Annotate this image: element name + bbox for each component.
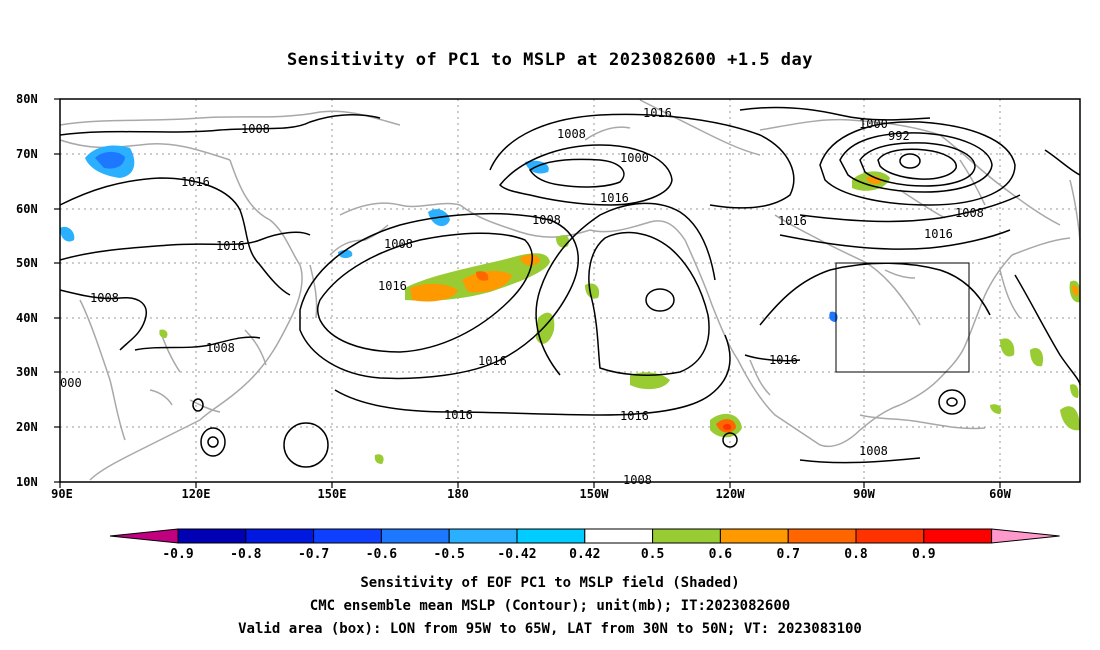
contour-label: 1008: [557, 127, 586, 141]
caption-line-3: Valid area (box): LON from 95W to 65W, L…: [238, 621, 862, 637]
colorbar-segment: [923, 528, 993, 544]
colorbar-segment: [855, 528, 925, 544]
lat-label: 60N: [16, 202, 38, 216]
colorbar-segment: [584, 528, 654, 544]
lon-label: 90E: [51, 487, 73, 501]
longitude-labels: 90E 120E 150E 180 150W 120W 90W 60W: [51, 487, 1011, 501]
colorbar: -0.9 -0.8 -0.7 -0.6 -0.5 -0.42 0.42 0.5 0.6 0.7 0.…: [109, 528, 1060, 562]
mslp-contours: [59, 106, 1081, 468]
contour-label: 1008: [241, 122, 270, 136]
colorbar-label: 0.42: [569, 547, 600, 562]
contour-label: 1016: [478, 354, 507, 368]
colorbar-label: -0.9: [162, 547, 193, 562]
colorbar-segment: [313, 528, 382, 544]
lat-label: 10N: [16, 475, 38, 489]
colorbar-segment: [177, 528, 247, 544]
colorbar-segment: [245, 528, 315, 544]
colorbar-segment: [719, 528, 789, 544]
contour-label: 1000: [859, 117, 888, 131]
colorbar-label: -0.8: [230, 547, 261, 562]
colorbar-segment: [787, 528, 857, 544]
caption-line-1: Sensitivity of EOF PC1 to MSLP field (Sh…: [360, 575, 740, 591]
contour-label: 1016: [181, 175, 210, 189]
colorbar-segment: [652, 528, 721, 544]
colorbar-label: -0.42: [497, 547, 536, 562]
contour-label: 1016: [378, 279, 407, 293]
contour-label: 1016: [620, 409, 649, 423]
latitude-labels: 80N 70N 60N 50N 40N 30N 20N 10N: [16, 92, 38, 489]
sensitivity-shading: [60, 145, 1081, 464]
coastlines: [59, 99, 1081, 481]
map-border: [59, 98, 1081, 483]
map-title: Sensitivity of PC1 to MSLP at 2023082600…: [286, 50, 813, 70]
lat-label: 50N: [16, 256, 38, 270]
colorbar-label: -0.5: [434, 547, 465, 562]
colorbar-cap-left: [109, 528, 179, 544]
lon-label: 150E: [318, 487, 347, 501]
colorbar-label: -0.6: [366, 547, 397, 562]
colorbar-label: 0.7: [776, 547, 799, 562]
colorbar-segment: [516, 528, 586, 544]
contour-label: 1008: [532, 213, 561, 227]
contour-label: 1016: [778, 214, 807, 228]
contour-label: 1016: [444, 408, 473, 422]
lon-label: 120W: [716, 487, 746, 501]
lat-label: 70N: [16, 147, 38, 161]
contour-label: 1016: [600, 191, 629, 205]
colorbar-cap-right: [991, 528, 1060, 544]
colorbar-label: -0.7: [298, 547, 329, 562]
contour-label: 1016: [643, 106, 672, 120]
contour-label: 992: [888, 129, 910, 143]
caption-line-2: CMC ensemble mean MSLP (Contour); unit(m…: [309, 598, 791, 614]
lon-label: 60W: [989, 487, 1011, 501]
contour-label: 1008: [859, 444, 888, 458]
contour-label: 1008: [384, 237, 413, 251]
lon-label: 90W: [853, 487, 875, 501]
lon-label: 120E: [182, 487, 211, 501]
contour-label: 1008: [955, 206, 984, 220]
colorbar-label: 0.8: [844, 547, 868, 562]
contour-label: 1000: [620, 151, 649, 165]
colorbar-segment: [380, 528, 450, 544]
colorbar-segment: [448, 528, 518, 544]
contour-label: 000: [60, 376, 82, 390]
contour-label: 1008: [90, 291, 119, 305]
colorbar-label: 0.5: [641, 547, 664, 562]
lat-label: 40N: [16, 311, 38, 325]
axis-ticks: [54, 98, 1001, 488]
lat-label: 80N: [16, 92, 38, 106]
lon-label: 150W: [580, 487, 610, 501]
valid-area-box: [835, 262, 970, 373]
lon-label: 180: [447, 487, 469, 501]
lat-label: 20N: [16, 420, 38, 434]
contour-labels: 1008 1016 1016 1008 1008 1016 1008 1016 …: [60, 106, 984, 487]
contour-label: 1008: [206, 341, 235, 355]
contour-label: 1016: [769, 353, 798, 367]
contour-label: 1016: [216, 239, 245, 253]
colorbar-label: 0.6: [709, 547, 733, 562]
contour-label: 1016: [924, 227, 953, 241]
lat-label: 30N: [16, 365, 38, 379]
colorbar-label: 0.9: [912, 547, 935, 562]
contour-label: 1008: [623, 473, 652, 487]
